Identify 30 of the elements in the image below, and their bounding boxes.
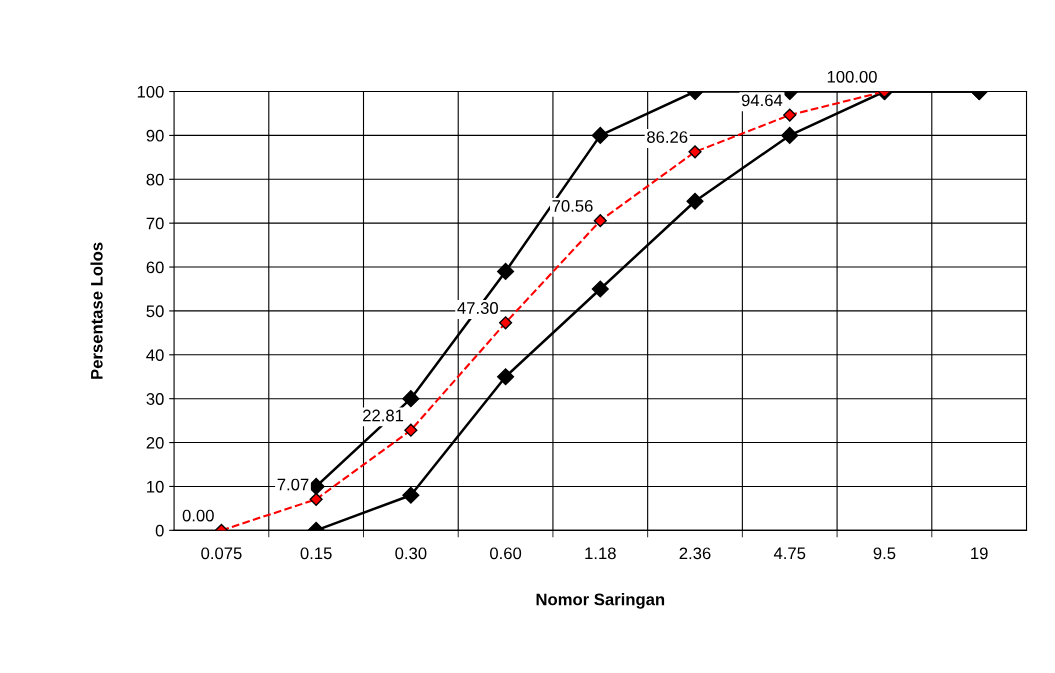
data-label: 94.64: [741, 94, 783, 107]
y-tick-label: 60: [146, 261, 164, 274]
y-tick-label: 80: [146, 173, 164, 186]
y-tick-label: 30: [146, 393, 164, 405]
x-tick-label: 0.30: [395, 547, 427, 560]
y-tick-label: 90: [146, 129, 164, 142]
data-label: 47.30: [457, 302, 498, 314]
x-tick-label: 1.18: [585, 547, 616, 560]
y-tick-label: 40: [146, 349, 164, 362]
x-tick-label: 4.75: [773, 547, 806, 560]
data-label: 100.00: [827, 70, 877, 83]
data-label: 86.26: [647, 131, 688, 143]
data-label: 70.56: [552, 200, 593, 212]
x-tick-label: 19: [971, 547, 988, 560]
y-tick-label: 100: [137, 85, 164, 98]
y-axis-title: Persentase Lolos: [90, 242, 103, 379]
data-label: 22.81: [363, 409, 404, 422]
x-tick-label: 9.5: [873, 547, 896, 560]
y-tick-label: 50: [146, 305, 164, 318]
x-tick-label: 0.15: [300, 547, 332, 560]
data-label: 0.00: [182, 509, 214, 522]
y-tick-label: 20: [146, 436, 164, 449]
y-tick-label: 70: [146, 217, 164, 230]
x-axis-title: Nomor Saringan: [536, 593, 665, 609]
data-label: 7.07: [277, 478, 309, 491]
x-tick-label: 0.075: [201, 547, 242, 560]
y-tick-label: 0: [155, 524, 164, 537]
y-tick-label: 10: [147, 480, 164, 493]
x-tick-label: 0.60: [490, 547, 522, 560]
x-tick-label: 2.36: [679, 547, 711, 560]
